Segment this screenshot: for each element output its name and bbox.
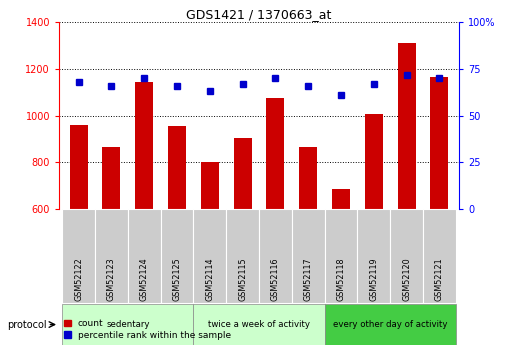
Text: GSM52124: GSM52124 [140, 258, 149, 302]
Bar [62, 209, 95, 303]
Bar [226, 209, 259, 303]
Bar [390, 209, 423, 303]
Bar [128, 209, 161, 303]
Bar [266, 98, 285, 209]
Bar [299, 147, 317, 209]
Text: sedentary: sedentary [106, 320, 150, 329]
Text: GSM52121: GSM52121 [435, 258, 444, 302]
Bar [193, 304, 325, 345]
Bar [201, 162, 219, 209]
Text: GSM52114: GSM52114 [205, 258, 214, 302]
Bar [325, 304, 456, 345]
Bar [70, 125, 88, 209]
Bar [292, 209, 325, 303]
Text: GSM52119: GSM52119 [369, 258, 379, 302]
Bar [233, 138, 252, 209]
Bar [423, 209, 456, 303]
Bar [168, 126, 186, 209]
Bar [193, 209, 226, 303]
Text: GSM52122: GSM52122 [74, 258, 83, 302]
Bar [259, 209, 292, 303]
Bar [398, 43, 416, 209]
Text: GSM52120: GSM52120 [402, 258, 411, 302]
Bar [332, 189, 350, 209]
Bar [103, 147, 121, 209]
Bar [365, 115, 383, 209]
Title: GDS1421 / 1370663_at: GDS1421 / 1370663_at [186, 8, 332, 21]
Text: every other day of activity: every other day of activity [333, 320, 447, 329]
Text: protocol: protocol [7, 319, 47, 329]
Text: GSM52125: GSM52125 [172, 258, 182, 302]
Bar [358, 209, 390, 303]
Bar [161, 209, 193, 303]
Text: GSM52123: GSM52123 [107, 258, 116, 302]
Legend: count, percentile rank within the sample: count, percentile rank within the sample [61, 316, 234, 343]
Text: GSM52115: GSM52115 [238, 258, 247, 302]
Bar [325, 209, 358, 303]
Bar [430, 77, 448, 209]
Bar [62, 304, 193, 345]
Text: GSM52118: GSM52118 [337, 258, 346, 302]
Bar [135, 82, 153, 209]
Text: twice a week of activity: twice a week of activity [208, 320, 310, 329]
Bar [95, 209, 128, 303]
Text: GSM52116: GSM52116 [271, 258, 280, 302]
Text: GSM52117: GSM52117 [304, 258, 313, 302]
